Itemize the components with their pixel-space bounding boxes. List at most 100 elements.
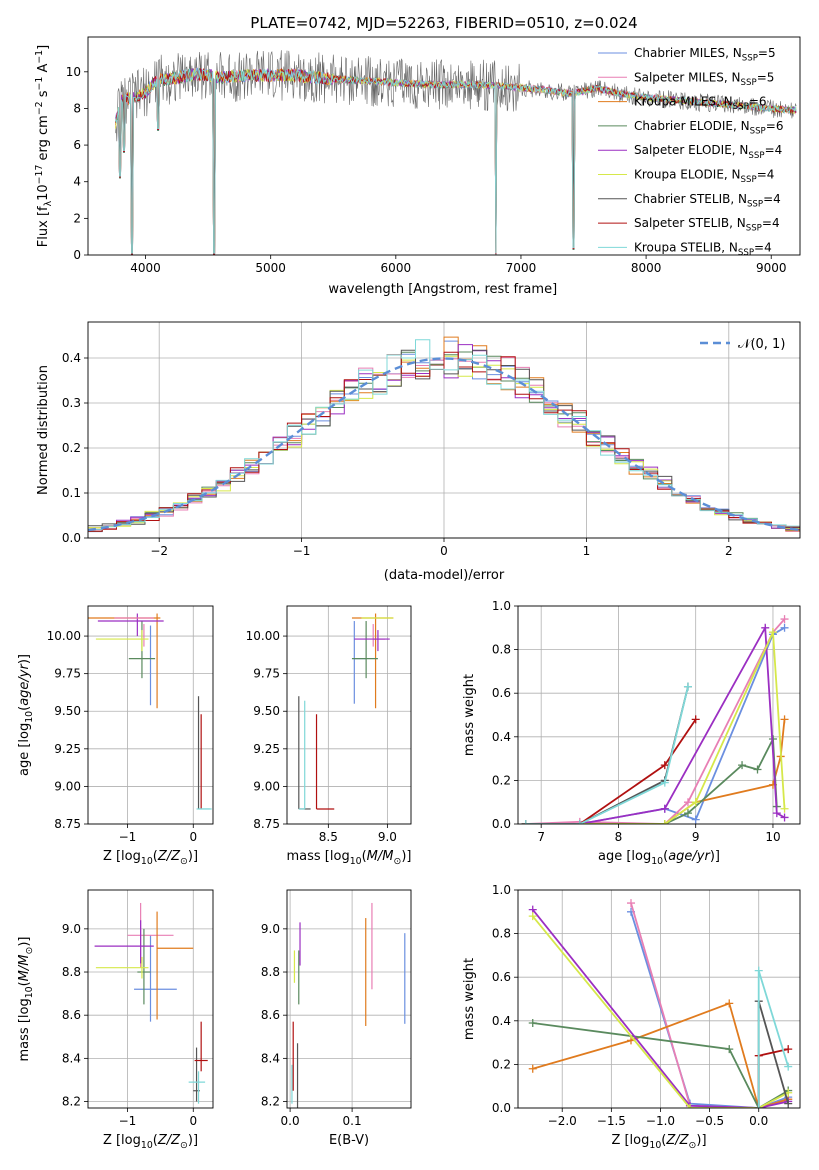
y-tick-label: 9.75: [54, 667, 81, 681]
x-tick-label: 2: [725, 544, 733, 558]
weight-point-marker: [683, 682, 692, 691]
x-tick-label: 9: [692, 830, 700, 844]
y-tick-label: 0.2: [62, 441, 81, 455]
y-tick-label: 9.50: [253, 704, 280, 718]
x-tick-label: 6000: [381, 261, 412, 275]
weight-point-marker: [780, 804, 789, 813]
plot-area: [88, 613, 212, 810]
axes-frame: [286, 889, 412, 1109]
weight-point-marker: [725, 999, 734, 1008]
x-tick-label: 0: [440, 544, 448, 558]
y-tick-label: 8.8: [261, 965, 280, 979]
x-tick-label: 7: [537, 830, 545, 844]
x-tick-label: 0: [189, 830, 197, 844]
y-tick-label: 1.0: [492, 883, 511, 897]
x-tick-label: 8: [615, 830, 623, 844]
chart-age_vs_mass: 8.5 9.0 8.75 9.00 9.25 9.50 9.75 10.00 mass [log…: [246, 605, 412, 867]
x-tick-label: −2.0: [548, 1114, 577, 1128]
y-tick-label: 8.2: [62, 1095, 81, 1109]
y-tick-label: 9.00: [54, 779, 81, 793]
axes-frame: [87, 36, 801, 256]
y-tick-label: 10: [66, 65, 81, 79]
y-tick-label: 0.8: [492, 643, 511, 657]
y-tick-label: 4: [73, 175, 81, 189]
plot-area: [298, 613, 394, 810]
y-tick-label: 9.50: [54, 704, 81, 718]
x-tick-label: 5000: [255, 261, 286, 275]
y-axis-label: Flux [fλ10−17 erg cm−2 s−1 A−1]: [34, 45, 54, 247]
x-tick-label: 8000: [631, 261, 662, 275]
legend-label: Kroupa ELODIE, NSSP=4: [634, 168, 774, 186]
weight-point-marker: [660, 778, 669, 787]
x-axis-label: Z [log10(Z/Z⊙)]: [103, 1133, 198, 1151]
x-tick-label: 9000: [756, 261, 787, 275]
chart-weight_vs_age: 7 8 9 10 0.0 0.2 0.4 0.6 0.8 1.0 age [log10(age/yr…: [462, 599, 801, 867]
y-tick-label: 0.0: [492, 817, 511, 831]
weight-point-marker: [683, 798, 692, 807]
weight-point-marker: [660, 820, 669, 824]
weight-series-line: [525, 686, 689, 824]
y-tick-label: 8.75: [253, 817, 280, 831]
weight-point-marker: [772, 809, 781, 818]
weight-point-marker: [768, 628, 777, 637]
weight-point-marker: [784, 1062, 793, 1071]
y-tick-label: 8.2: [261, 1095, 280, 1109]
x-tick-label: −1: [119, 830, 137, 844]
y-tick-label: 8.6: [261, 1008, 280, 1022]
axes-frame: [286, 605, 412, 825]
x-tick-label: 1: [583, 544, 591, 558]
x-tick-label: −1.0: [646, 1114, 675, 1128]
weight-point-marker: [784, 1045, 793, 1054]
weight-point-marker: [761, 623, 770, 632]
y-tick-label: 0.0: [62, 531, 81, 545]
y-axis-label: mass [log10(M/M⊙)]: [17, 937, 35, 1062]
weight-point-marker: [691, 715, 700, 724]
legend-label: Salpeter MILES, NSSP=5: [634, 70, 774, 88]
weight-point-marker: [753, 765, 762, 774]
spectrum-line: [115, 68, 797, 254]
weight-series-line: [525, 686, 689, 824]
weight-series-line: [525, 618, 786, 824]
weight-series-line: [531, 909, 789, 1108]
legend-label: Chabrier ELODIE, NSSP=6: [634, 119, 783, 137]
weight-point-marker: [660, 804, 669, 813]
axes-frame: [87, 889, 214, 1109]
y-axis-label: age [log10(age/yr)]: [17, 654, 35, 776]
y-tick-label: 0.3: [62, 396, 81, 410]
y-tick-label: 0.4: [492, 730, 511, 744]
y-axis-label: mass weight: [462, 674, 477, 756]
plot-area: [115, 50, 797, 255]
x-tick-label: 9.0: [378, 830, 397, 844]
x-tick-label: 0.1: [343, 1114, 362, 1128]
y-tick-label: 8.8: [62, 965, 81, 979]
weight-series-line: [525, 718, 697, 824]
plot-area: [88, 336, 800, 533]
x-tick-label: 0.0: [281, 1114, 300, 1128]
y-axis-label: mass weight: [462, 958, 477, 1040]
y-tick-label: 9.0: [62, 922, 81, 936]
y-tick-label: 8.75: [54, 817, 81, 831]
spectrum-line: [115, 50, 797, 255]
weight-point-marker: [784, 1099, 793, 1108]
y-tick-label: 9.00: [253, 779, 280, 793]
x-tick-label: 10: [765, 830, 780, 844]
weight-point-marker: [738, 761, 747, 770]
x-tick-label: 8.5: [319, 830, 338, 844]
histogram-series: [88, 339, 800, 530]
x-tick-label: −1: [293, 544, 311, 558]
x-axis-label: wavelength [Angstrom, rest frame]: [328, 282, 557, 297]
y-tick-label: 0.4: [492, 1014, 511, 1028]
x-axis-label: mass [log10(M/M⊙)]: [287, 849, 412, 867]
y-tick-label: 0.1: [62, 486, 81, 500]
legend-label: Chabrier MILES, NSSP=5: [634, 46, 776, 64]
plot-area: [528, 899, 793, 1108]
x-axis-label: E(B-V): [329, 1133, 369, 1148]
weight-point-marker: [691, 798, 700, 807]
chart-mass_vs_EBV: 0.0 0.1 8.2 8.4 8.6 8.8 9.0 E(B-V): [261, 889, 412, 1148]
legend: Chabrier MILES, NSSP=5 Salpeter MILES, NS…: [598, 46, 783, 258]
plot-area: [521, 615, 789, 824]
y-tick-label: 0.4: [62, 351, 81, 365]
weight-point-marker: [521, 820, 530, 824]
weight-series-line: [630, 911, 789, 1108]
